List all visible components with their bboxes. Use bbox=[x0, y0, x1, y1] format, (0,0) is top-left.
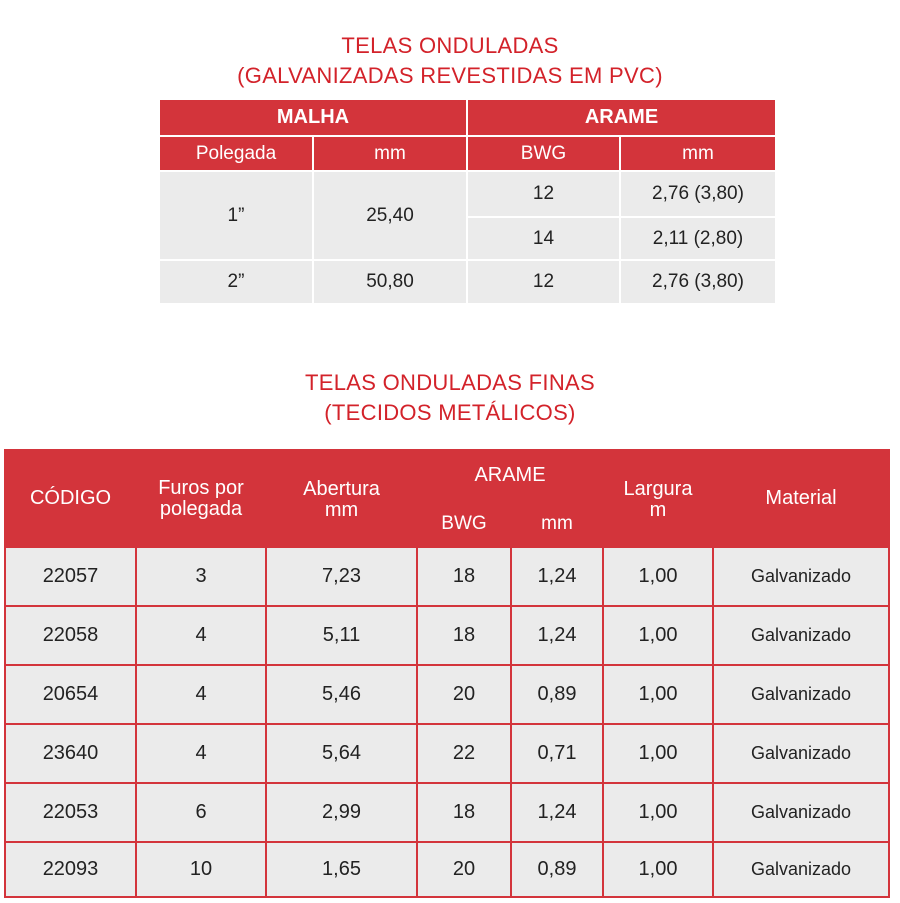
header-wire-mm: mm bbox=[512, 502, 602, 546]
cell-abertura: 7,23 bbox=[267, 548, 416, 605]
table2-title-line2: (TECIDOS METÁLICOS) bbox=[324, 400, 576, 425]
header-arame: ARAME bbox=[418, 451, 602, 500]
cell-codigo: 22053 bbox=[6, 784, 135, 841]
cell-wire-mm: 1,24 bbox=[512, 607, 602, 664]
cell-material: Galvanizado bbox=[714, 784, 888, 841]
header-furos: Furos por polegada bbox=[137, 451, 265, 546]
cell-material: Galvanizado bbox=[714, 666, 888, 723]
table1-title-line1: TELAS ONDULADAS bbox=[341, 33, 559, 58]
cell-furos: 4 bbox=[137, 725, 265, 782]
table2-title: TELAS ONDULADAS FINAS (TECIDOS METÁLICOS… bbox=[0, 368, 900, 428]
cell-bwg: 18 bbox=[418, 784, 510, 841]
cell-abertura: 1,65 bbox=[267, 843, 416, 896]
cell-bwg: 20 bbox=[418, 666, 510, 723]
cell-furos: 3 bbox=[137, 548, 265, 605]
cell-codigo: 23640 bbox=[6, 725, 135, 782]
cell-material: Galvanizado bbox=[714, 607, 888, 664]
cell-furos: 4 bbox=[137, 607, 265, 664]
cell-abertura: 5,64 bbox=[267, 725, 416, 782]
cell-codigo: 22058 bbox=[6, 607, 135, 664]
cell-furos: 6 bbox=[137, 784, 265, 841]
cell-wire-mm: 2,11 (2,80) bbox=[621, 218, 775, 259]
cell-wire-mm: 0,89 bbox=[512, 843, 602, 896]
cell-mm: 25,40 bbox=[314, 172, 466, 259]
cell-abertura: 2,99 bbox=[267, 784, 416, 841]
cell-material: Galvanizado bbox=[714, 843, 888, 896]
cell-codigo: 22057 bbox=[6, 548, 135, 605]
sub-header: BWG bbox=[468, 137, 619, 170]
table1-title: TELAS ONDULADAS (GALVANIZADAS REVESTIDAS… bbox=[0, 31, 900, 91]
cell-material: Galvanizado bbox=[714, 548, 888, 605]
cell-abertura: 5,11 bbox=[267, 607, 416, 664]
cell-polegada: 2” bbox=[160, 261, 312, 303]
cell-bwg: 12 bbox=[468, 261, 619, 303]
fine-mesh-table: CÓDIGO Furos por polegada Abertura mm ARAME… bbox=[4, 449, 890, 898]
pvc-mesh-table: MALHA ARAME Polegada mm BWG mm 1” 25,40 12 2,76 (… bbox=[160, 100, 775, 303]
cell-bwg: 14 bbox=[468, 218, 619, 259]
header-largura: Largura m bbox=[604, 451, 712, 546]
cell-largura: 1,00 bbox=[604, 607, 712, 664]
cell-largura: 1,00 bbox=[604, 784, 712, 841]
cell-wire-mm: 0,89 bbox=[512, 666, 602, 723]
cell-largura: 1,00 bbox=[604, 725, 712, 782]
cell-wire-mm: 1,24 bbox=[512, 548, 602, 605]
cell-largura: 1,00 bbox=[604, 666, 712, 723]
cell-bwg: 18 bbox=[418, 607, 510, 664]
cell-codigo: 22093 bbox=[6, 843, 135, 896]
header-abertura: Abertura mm bbox=[267, 451, 416, 546]
cell-codigo: 20654 bbox=[6, 666, 135, 723]
sub-header: mm bbox=[621, 137, 775, 170]
group-header-malha: MALHA bbox=[160, 100, 466, 135]
header-bwg: BWG bbox=[418, 502, 510, 546]
sub-header: mm bbox=[314, 137, 466, 170]
sub-header: Polegada bbox=[160, 137, 312, 170]
table1-title-line2: (GALVANIZADAS REVESTIDAS EM PVC) bbox=[237, 63, 663, 88]
cell-bwg: 12 bbox=[468, 172, 619, 216]
cell-wire-mm: 2,76 (3,80) bbox=[621, 261, 775, 303]
cell-bwg: 20 bbox=[418, 843, 510, 896]
cell-material: Galvanizado bbox=[714, 725, 888, 782]
cell-furos: 10 bbox=[137, 843, 265, 896]
cell-wire-mm: 2,76 (3,80) bbox=[621, 172, 775, 216]
cell-wire-mm: 1,24 bbox=[512, 784, 602, 841]
cell-bwg: 22 bbox=[418, 725, 510, 782]
cell-wire-mm: 0,71 bbox=[512, 725, 602, 782]
cell-polegada: 1” bbox=[160, 172, 312, 259]
cell-furos: 4 bbox=[137, 666, 265, 723]
group-header-arame: ARAME bbox=[468, 100, 775, 135]
cell-abertura: 5,46 bbox=[267, 666, 416, 723]
header-material: Material bbox=[714, 451, 888, 546]
header-codigo: CÓDIGO bbox=[6, 451, 135, 546]
cell-mm: 50,80 bbox=[314, 261, 466, 303]
cell-largura: 1,00 bbox=[604, 843, 712, 896]
cell-largura: 1,00 bbox=[604, 548, 712, 605]
table2-title-line1: TELAS ONDULADAS FINAS bbox=[305, 370, 595, 395]
cell-bwg: 18 bbox=[418, 548, 510, 605]
